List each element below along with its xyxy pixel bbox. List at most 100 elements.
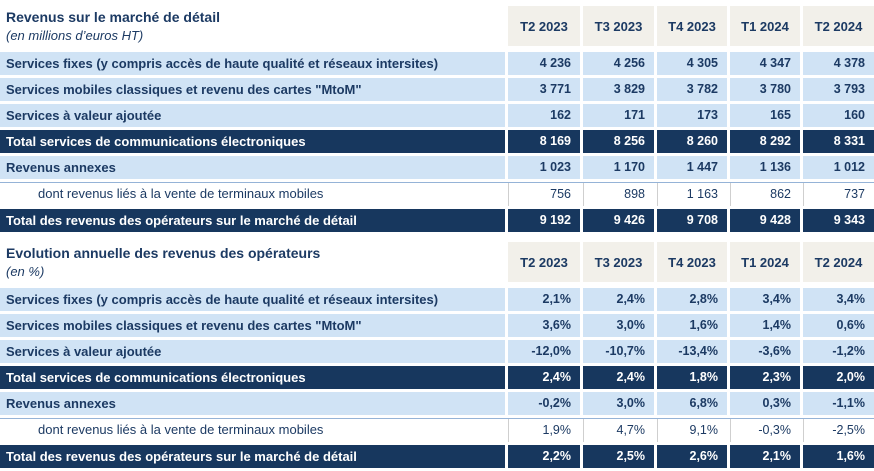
- value-cell: 4 256: [583, 52, 654, 75]
- value-cell: 4,7%: [583, 419, 654, 442]
- value-cell: 2,4%: [583, 288, 654, 311]
- value-cell: 9 426: [583, 209, 654, 232]
- value-cell: 3 829: [583, 78, 654, 101]
- column-header: T2 2024: [803, 242, 874, 282]
- value-cell: 2,1%: [730, 445, 800, 468]
- value-cell: 3,0%: [583, 392, 654, 415]
- table-row: Revenus annexes 1 023 1 170 1 447 1 136 1 012: [0, 156, 874, 179]
- value-cell: -2,5%: [803, 419, 874, 442]
- table-row: Services mobiles classiques et revenu de…: [0, 314, 874, 337]
- column-header: T3 2023: [583, 6, 654, 46]
- table-header-row: Evolution annuelle des revenus des opéra…: [0, 242, 874, 282]
- table-row: Services mobiles classiques et revenu de…: [0, 78, 874, 101]
- value-cell: 1 447: [657, 156, 727, 179]
- value-cell: 4 378: [803, 52, 874, 75]
- value-cell: 165: [730, 104, 800, 127]
- row-label: Services à valeur ajoutée: [0, 104, 505, 127]
- value-cell: 3,4%: [803, 288, 874, 311]
- value-cell: -0,2%: [508, 392, 580, 415]
- column-header: T3 2023: [583, 242, 654, 282]
- column-header: T4 2023: [657, 242, 727, 282]
- value-cell: 2,4%: [508, 366, 580, 389]
- value-cell: 8 292: [730, 130, 800, 153]
- column-header: T4 2023: [657, 6, 727, 46]
- value-cell: -1,2%: [803, 340, 874, 363]
- table-row: dont revenus liés à la vente de terminau…: [0, 182, 874, 206]
- value-cell: 8 256: [583, 130, 654, 153]
- table-row: Revenus annexes -0,2% 3,0% 6,8% 0,3% -1,1%: [0, 392, 874, 415]
- table-row: Total services de communications électro…: [0, 366, 874, 389]
- table-row: dont revenus liés à la vente de terminau…: [0, 418, 874, 442]
- value-cell: 3 771: [508, 78, 580, 101]
- table-header-row: Revenus sur le marché de détail (en mill…: [0, 6, 874, 46]
- value-cell: 2,5%: [583, 445, 654, 468]
- value-cell: 0,3%: [730, 392, 800, 415]
- value-cell: 2,3%: [730, 366, 800, 389]
- value-cell: 3,0%: [583, 314, 654, 337]
- row-label: Total services de communications électro…: [0, 130, 505, 153]
- row-label: Services fixes (y compris accès de haute…: [0, 52, 505, 75]
- row-label: Services à valeur ajoutée: [0, 340, 505, 363]
- value-cell: -10,7%: [583, 340, 654, 363]
- value-cell: 9 708: [657, 209, 727, 232]
- table-title: Revenus sur le marché de détail: [6, 9, 220, 25]
- value-cell: 4 305: [657, 52, 727, 75]
- value-cell: 9,1%: [657, 419, 727, 442]
- retail-revenue-table: Revenus sur le marché de détail (en mill…: [0, 6, 874, 232]
- value-cell: 8 260: [657, 130, 727, 153]
- value-cell: -1,1%: [803, 392, 874, 415]
- row-label: Services mobiles classiques et revenu de…: [0, 314, 505, 337]
- value-cell: -0,3%: [730, 419, 800, 442]
- row-label: Services mobiles classiques et revenu de…: [0, 78, 505, 101]
- table-row: Total des revenus des opérateurs sur le …: [0, 445, 874, 468]
- table-row: Total services de communications électro…: [0, 130, 874, 153]
- table-title-block: Evolution annuelle des revenus des opéra…: [0, 242, 505, 282]
- value-cell: 171: [583, 104, 654, 127]
- table-row: Total des revenus des opérateurs sur le …: [0, 209, 874, 232]
- value-cell: 1,8%: [657, 366, 727, 389]
- value-cell: 160: [803, 104, 874, 127]
- value-cell: 2,2%: [508, 445, 580, 468]
- row-label: Revenus annexes: [0, 156, 505, 179]
- value-cell: 2,0%: [803, 366, 874, 389]
- row-label: Revenus annexes: [0, 392, 505, 415]
- value-cell: 756: [508, 183, 580, 206]
- value-cell: 4 347: [730, 52, 800, 75]
- value-cell: 1,4%: [730, 314, 800, 337]
- row-label: Total des revenus des opérateurs sur le …: [0, 445, 505, 468]
- row-label: dont revenus liés à la vente de terminau…: [0, 419, 505, 442]
- value-cell: 162: [508, 104, 580, 127]
- value-cell: 2,8%: [657, 288, 727, 311]
- value-cell: -13,4%: [657, 340, 727, 363]
- value-cell: 898: [583, 183, 654, 206]
- value-cell: 2,1%: [508, 288, 580, 311]
- value-cell: 3 780: [730, 78, 800, 101]
- column-header: T2 2023: [508, 6, 580, 46]
- value-cell: 9 428: [730, 209, 800, 232]
- value-cell: 9 192: [508, 209, 580, 232]
- value-cell: 1 136: [730, 156, 800, 179]
- value-cell: 1 012: [803, 156, 874, 179]
- table-rows: Services fixes (y compris accès de haute…: [0, 52, 874, 232]
- value-cell: 9 343: [803, 209, 874, 232]
- column-header: T2 2023: [508, 242, 580, 282]
- value-cell: 0,6%: [803, 314, 874, 337]
- row-label: Total des revenus des opérateurs sur le …: [0, 209, 505, 232]
- value-cell: 1,6%: [803, 445, 874, 468]
- value-cell: 1 170: [583, 156, 654, 179]
- value-cell: -12,0%: [508, 340, 580, 363]
- value-cell: 3,4%: [730, 288, 800, 311]
- column-header: T1 2024: [730, 242, 800, 282]
- table-row: Services à valeur ajoutée 162 171 173 165 160: [0, 104, 874, 127]
- value-cell: 2,6%: [657, 445, 727, 468]
- table-title: Evolution annuelle des revenus des opéra…: [6, 245, 321, 261]
- value-cell: 2,4%: [583, 366, 654, 389]
- row-label: dont revenus liés à la vente de terminau…: [0, 183, 505, 206]
- value-cell: 6,8%: [657, 392, 727, 415]
- table-row: Services fixes (y compris accès de haute…: [0, 288, 874, 311]
- table-row: Services à valeur ajoutée -12,0% -10,7% -13…: [0, 340, 874, 363]
- value-cell: 1,9%: [508, 419, 580, 442]
- column-header: T1 2024: [730, 6, 800, 46]
- value-cell: 3,6%: [508, 314, 580, 337]
